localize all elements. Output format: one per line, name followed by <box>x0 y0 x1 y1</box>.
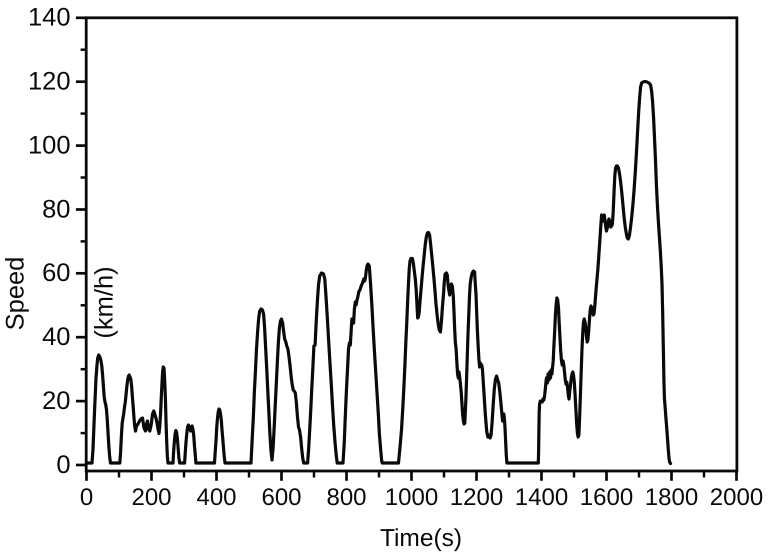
svg-text:400: 400 <box>196 484 236 511</box>
svg-text:120: 120 <box>28 68 71 96</box>
svg-text:40: 40 <box>42 323 70 351</box>
svg-text:1400: 1400 <box>515 484 568 511</box>
svg-text:1200: 1200 <box>450 484 503 511</box>
svg-text:200: 200 <box>131 484 171 511</box>
svg-text:800: 800 <box>326 484 366 511</box>
svg-text:Time(s): Time(s) <box>380 525 462 552</box>
svg-text:140: 140 <box>28 4 71 32</box>
svg-text:1600: 1600 <box>580 484 633 511</box>
svg-text:1800: 1800 <box>645 484 698 511</box>
svg-text:Speed: Speed <box>2 257 30 331</box>
svg-text:(km/h): (km/h) <box>91 266 119 338</box>
svg-text:100: 100 <box>28 131 71 159</box>
svg-text:600: 600 <box>261 484 301 511</box>
svg-text:80: 80 <box>42 195 70 223</box>
svg-text:0: 0 <box>56 451 70 479</box>
svg-text:0: 0 <box>80 484 93 511</box>
svg-text:20: 20 <box>42 387 70 415</box>
svg-text:1000: 1000 <box>385 484 438 511</box>
svg-text:60: 60 <box>42 259 70 287</box>
svg-text:2000: 2000 <box>710 484 763 511</box>
